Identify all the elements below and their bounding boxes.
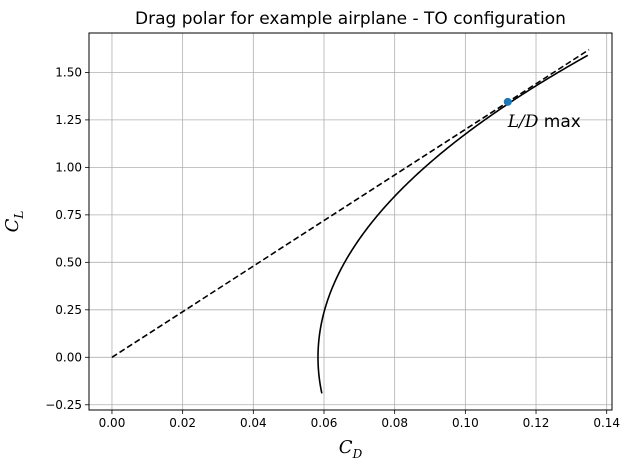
x-tick-label: 0.08 <box>381 416 408 430</box>
ld-annotation-text: max <box>538 112 580 132</box>
y-tick-label: 1.25 <box>55 113 82 127</box>
x-tick-label: 0.00 <box>99 416 126 430</box>
ld-max-point <box>503 97 512 106</box>
y-tick-label: −0.25 <box>45 398 82 412</box>
x-axis-label: CD <box>339 437 363 461</box>
plot-frame <box>88 32 613 411</box>
ld-annotation-italic: L/D <box>507 112 539 132</box>
series-group <box>111 48 590 394</box>
x-tick-label: 0.04 <box>240 416 267 430</box>
y-tick-label: 0.00 <box>55 350 82 364</box>
y-tick-label: 1.00 <box>55 160 82 174</box>
y-tick-label: 0.50 <box>55 255 82 269</box>
x-tick-label: 0.14 <box>593 416 620 430</box>
grid <box>89 33 612 410</box>
y-tick-label: 0.25 <box>55 303 82 317</box>
x-axis-label-sub: D <box>352 447 363 461</box>
ld-max-annotation: L/D max <box>507 112 581 132</box>
y-tick-label: 0.75 <box>55 208 82 222</box>
y-axis-label-main: C <box>2 218 23 232</box>
chart-title: Drag polar for example airplane - TO con… <box>135 9 566 29</box>
y-tick-label: 1.50 <box>55 65 82 79</box>
x-tick-label: 0.02 <box>169 416 196 430</box>
y-axis-label: CL <box>2 211 26 233</box>
drag-polar-line <box>317 54 589 394</box>
x-tick-label: 0.10 <box>452 416 479 430</box>
x-tick-label: 0.12 <box>523 416 550 430</box>
x-axis-label-main: C <box>339 437 353 458</box>
ticks: 0.00 0.02 0.04 0.06 0.08 0.10 0.12 0.14 −0.25 0.0… <box>45 65 620 430</box>
x-tick-label: 0.06 <box>311 416 338 430</box>
y-axis-label-sub: L <box>12 211 26 220</box>
